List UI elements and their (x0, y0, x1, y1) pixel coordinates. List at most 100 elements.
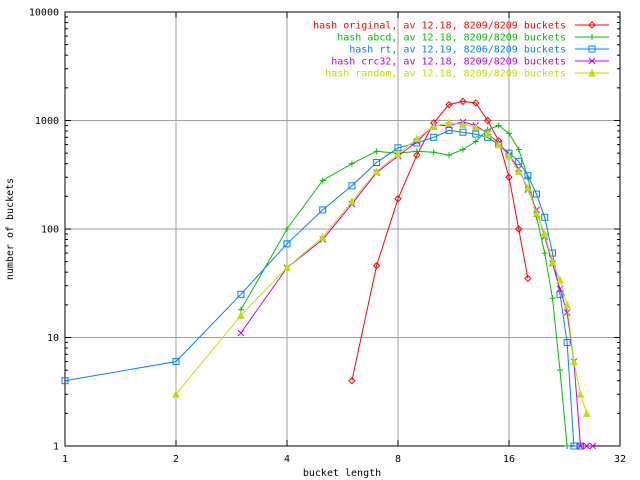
data-point (577, 442, 584, 450)
data-point (495, 122, 502, 129)
data-point (515, 146, 522, 153)
data-point (556, 367, 563, 374)
legend-entry: hash random, av 12.18, 8209/8209 buckets (325, 69, 609, 80)
data-point (563, 309, 571, 316)
data-point (540, 229, 549, 238)
data-point (514, 167, 523, 175)
data-point (563, 300, 571, 309)
legend-entry: hash abcd, av 12.18, 8209/8209 buckets (337, 33, 609, 44)
data-point (524, 274, 532, 283)
legend-entry: hash original, av 12.18, 8209/8209 bucke… (313, 21, 609, 32)
data-point (483, 116, 492, 125)
data-point (505, 173, 513, 181)
data-point (373, 159, 381, 167)
data-point (483, 129, 492, 137)
series-4 (172, 118, 591, 417)
legend-marker (589, 34, 595, 40)
series-1 (237, 122, 571, 449)
data-point (413, 148, 420, 155)
legend-marker (588, 21, 596, 29)
data-point (570, 442, 578, 450)
series-group (61, 97, 597, 450)
data-point (549, 295, 556, 302)
data-point (524, 183, 532, 192)
legend-entry: hash crc32, av 12.18, 8209/8209 buckets (331, 57, 609, 68)
data-point (582, 409, 591, 417)
y-tick-label: 100 (41, 225, 59, 236)
legend: hash original, av 12.18, 8209/8209 bucke… (313, 21, 609, 80)
data-point (515, 157, 523, 165)
axis-ticks: 1 2 4 8 16 32 1 10 100 1000 10000 (29, 8, 626, 466)
x-tick-label: 4 (284, 454, 290, 465)
data-point (541, 250, 548, 257)
data-point (445, 152, 452, 159)
data-point (445, 126, 453, 134)
data-point (283, 263, 291, 272)
x-tick-label: 2 (173, 454, 179, 465)
x-tick-label: 16 (503, 454, 515, 465)
data-point (237, 311, 245, 319)
data-point (172, 358, 180, 366)
data-point (429, 122, 438, 131)
legend-marker (588, 57, 596, 65)
data-point (541, 213, 549, 221)
data-point (532, 209, 541, 217)
data-point (319, 177, 326, 184)
data-point (348, 197, 356, 205)
legend-marker (588, 45, 596, 53)
series-line (351, 100, 529, 381)
data-point (459, 120, 467, 128)
series-line (240, 121, 593, 447)
data-point (237, 290, 245, 298)
data-point (589, 442, 597, 450)
data-point (172, 390, 180, 398)
grid-lines (65, 12, 620, 446)
data-point (373, 148, 380, 155)
data-point (459, 146, 466, 153)
data-point (556, 290, 564, 298)
data-point (283, 240, 291, 248)
data-point (445, 118, 453, 127)
data-point (372, 261, 381, 270)
legend-label: hash original, av 12.18, 8209/8209 bucke… (313, 21, 566, 32)
data-point (348, 182, 356, 190)
series-2 (61, 126, 584, 450)
data-point (570, 357, 578, 366)
legend-label: hash rt, av 12.19, 8206/8209 buckets (349, 45, 566, 56)
series-3 (237, 118, 597, 450)
data-point (284, 226, 290, 232)
data-point (524, 172, 532, 180)
legend-label: hash random, av 12.18, 8209/8209 buckets (325, 69, 566, 80)
data-point (413, 151, 421, 159)
data-point (556, 275, 564, 284)
data-point (348, 160, 355, 167)
y-tick-label: 10000 (29, 8, 59, 19)
data-point (459, 128, 467, 136)
series-line (64, 129, 581, 447)
legend-marker (588, 68, 596, 77)
data-point (459, 97, 467, 106)
x-tick-label: 1 (62, 454, 68, 465)
y-tick-label: 10 (47, 333, 59, 344)
x-tick-label: 32 (614, 454, 626, 465)
data-point (394, 195, 402, 203)
data-point (494, 140, 503, 149)
data-point (472, 99, 480, 107)
data-point (394, 149, 402, 158)
data-point (372, 167, 381, 175)
data-point (515, 225, 523, 233)
data-point (318, 233, 327, 241)
data-point (430, 133, 438, 141)
data-point (445, 100, 453, 109)
legend-entry: hash rt, av 12.19, 8206/8209 buckets (349, 45, 609, 56)
y-tick-label: 1000 (35, 116, 59, 127)
legend-label: hash crc32, av 12.18, 8209/8209 buckets (331, 57, 566, 68)
legend-label: hash abcd, av 12.18, 8209/8209 buckets (337, 33, 566, 44)
data-point (472, 138, 479, 145)
data-point (533, 190, 541, 198)
data-point (576, 390, 585, 398)
series-0 (348, 97, 532, 385)
series-line (175, 122, 588, 414)
x-axis-title: bucket length (303, 468, 381, 479)
